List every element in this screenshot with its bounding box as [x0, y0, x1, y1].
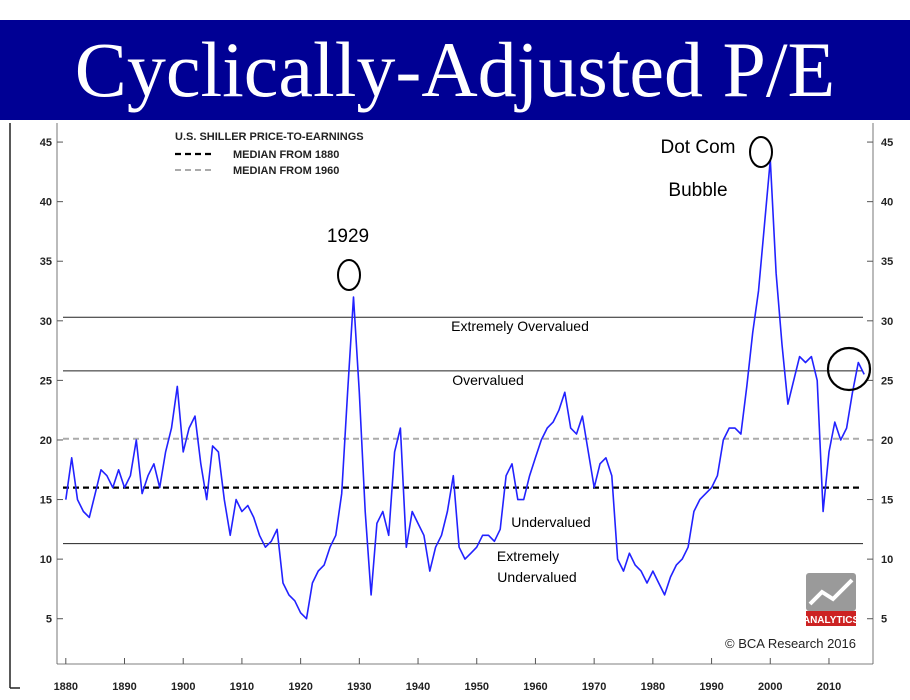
x-tick-label-1940: 1940: [406, 681, 430, 693]
logo-text-band: [806, 611, 856, 626]
x-tick-label-1880: 1880: [54, 681, 78, 693]
y-tick-label-left-10: 10: [40, 554, 52, 566]
y-tick-label-right-40: 40: [881, 197, 893, 209]
annotation-1929: 1929: [327, 226, 369, 247]
x-tick-label-1910: 1910: [230, 681, 254, 693]
legend-item-median-1960: MEDIAN FROM 1960: [233, 165, 339, 177]
y-tick-label-right-30: 30: [881, 316, 893, 328]
page-title: Cyclically-Adjusted P/E: [74, 26, 836, 113]
x-tick-label-1930: 1930: [347, 681, 371, 693]
legend-item-median-1880: MEDIAN FROM 1880: [233, 149, 339, 161]
pe-series-line: [65, 159, 865, 620]
circle-1929-peak: [337, 259, 361, 291]
y-tick-label-left-40: 40: [40, 197, 52, 209]
chart-logo-icon: [806, 573, 856, 611]
y-tick-label-right-15: 15: [881, 495, 893, 507]
y-tick-label-left-35: 35: [40, 256, 52, 268]
y-tick-label-right-25: 25: [881, 375, 893, 387]
circle-dotcom-peak: [749, 136, 773, 168]
x-axis: 1880 1890 1900 1910 1920 1930 1940 1950 1960 1970…: [54, 658, 841, 693]
annotation-bubble: Bubble: [668, 180, 727, 201]
y-tick-label-left-30: 30: [40, 316, 52, 328]
analytics-logo: ANALYTICS: [803, 573, 860, 626]
circle-current-value: [826, 346, 872, 392]
y-tick-label-right-35: 35: [881, 256, 893, 268]
x-tick-label-1970: 1970: [582, 681, 606, 693]
y-axis-right: 5 10 15 20 25 30 35 40 45: [867, 137, 893, 626]
y-tick-label-right-10: 10: [881, 554, 893, 566]
y-axis-left: 5 10 15 20 25 30 35 40 45: [40, 137, 63, 626]
y-tick-label-right-45: 45: [881, 137, 893, 149]
y-tick-label-left-20: 20: [40, 435, 52, 447]
y-tick-label-left-15: 15: [40, 495, 52, 507]
y-tick-label-right-5: 5: [881, 614, 887, 626]
title-banner: [0, 20, 910, 120]
logo-trend-mark: [808, 578, 854, 606]
legend: U.S. SHILLER PRICE-TO-EARNINGS MEDIAN FR…: [175, 131, 364, 177]
x-tick-label-1960: 1960: [523, 681, 547, 693]
extremely-overvalued-label: Extremely Overvalued: [451, 318, 589, 334]
copyright-text: © BCA Research 2016: [725, 636, 856, 651]
undervalued-label: Undervalued: [511, 514, 590, 530]
x-tick-label-2000: 2000: [758, 681, 782, 693]
y-tick-label-left-5: 5: [46, 614, 52, 626]
x-tick-label-1890: 1890: [112, 681, 136, 693]
legend-title: U.S. SHILLER PRICE-TO-EARNINGS: [175, 131, 364, 143]
extremely-undervalued-label-line1: Extremely: [497, 548, 559, 564]
x-tick-label-1990: 1990: [699, 681, 723, 693]
annotation-dot-com: Dot Com: [661, 137, 736, 158]
x-tick-label-2010: 2010: [817, 681, 841, 693]
y-tick-label-right-20: 20: [881, 435, 893, 447]
x-tick-label-1920: 1920: [288, 681, 312, 693]
y-tick-label-left-45: 45: [40, 137, 52, 149]
x-tick-label-1950: 1950: [464, 681, 488, 693]
overvalued-label: Overvalued: [452, 372, 524, 388]
x-tick-label-1900: 1900: [171, 681, 195, 693]
extremely-undervalued-label-line2: Undervalued: [497, 569, 576, 585]
logo-text: ANALYTICS: [803, 615, 860, 626]
y-tick-label-left-25: 25: [40, 375, 52, 387]
x-tick-label-1980: 1980: [641, 681, 665, 693]
